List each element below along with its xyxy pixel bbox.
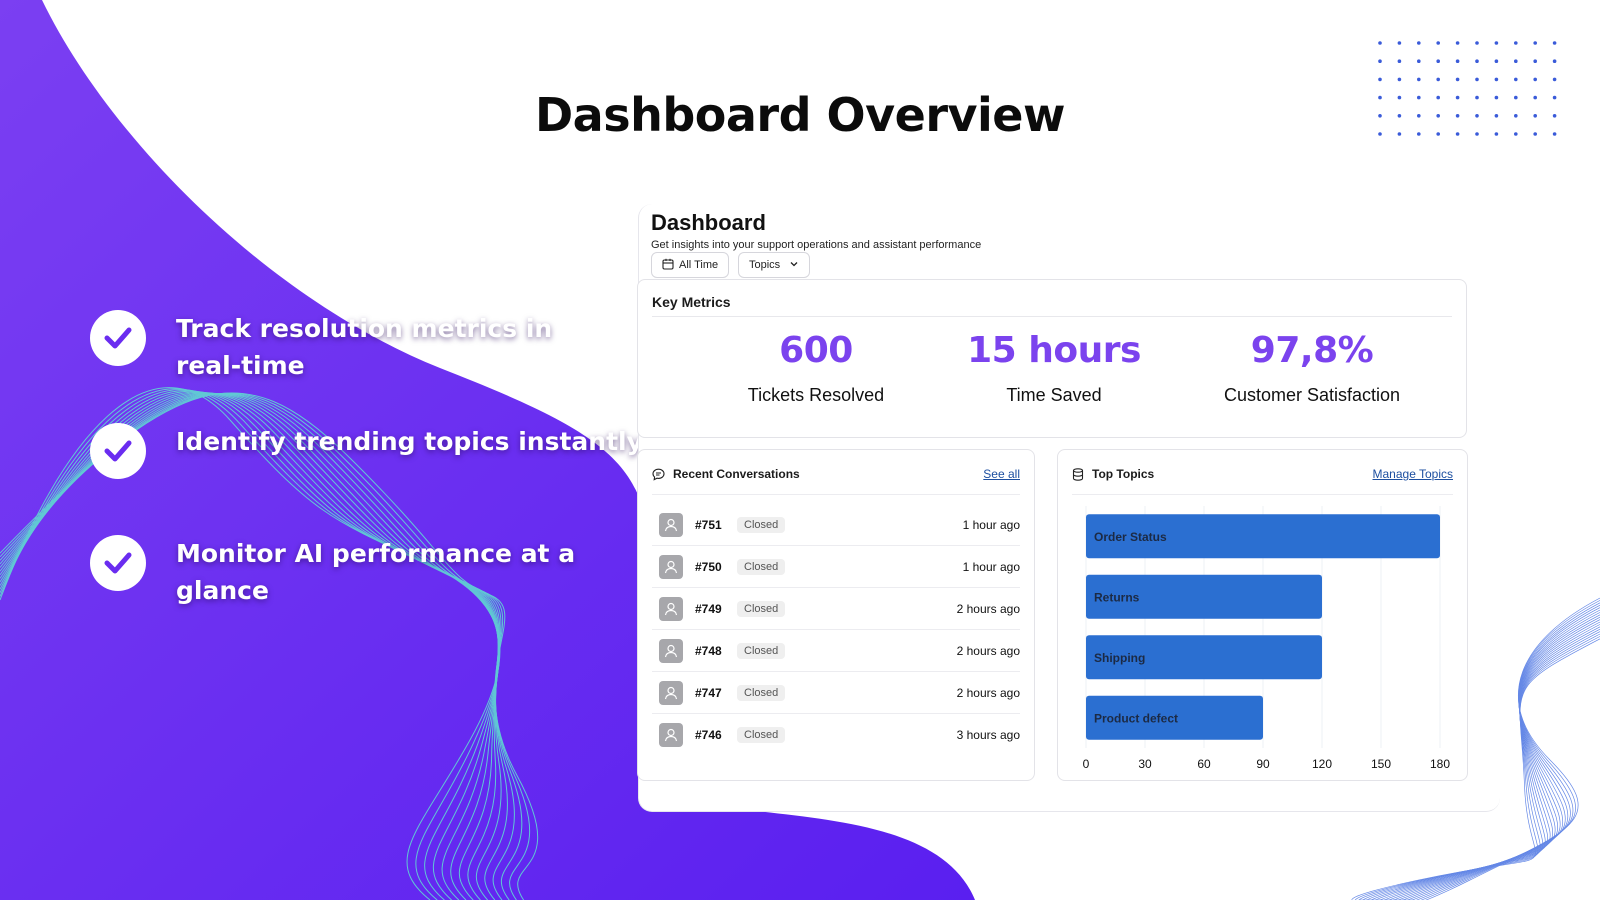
conversation-row[interactable]: #746 Closed 3 hours ago	[652, 714, 1020, 756]
dashboard-panel: Dashboard Get insights into your support…	[637, 204, 1500, 812]
conversation-time: 3 hours ago	[956, 728, 1020, 742]
metric-value: 97,8%	[1250, 330, 1374, 371]
status-badge: Closed	[737, 516, 786, 533]
recent-conversations-title: Recent Conversations	[673, 467, 800, 481]
bar-label: Product defect	[1094, 711, 1178, 725]
topics-filter-label: Topics	[749, 259, 781, 271]
conversation-time: 1 hour ago	[962, 559, 1020, 574]
topics-filter-dropdown[interactable]: Topics	[738, 252, 811, 278]
divider	[652, 494, 1020, 495]
top-topics-card: Top Topics Manage Topics 0 30 60 90 120 150 18…	[1057, 449, 1468, 781]
key-metrics-title: Key Metrics	[652, 294, 731, 310]
check-icon	[90, 535, 146, 591]
status-badge: Closed	[737, 642, 786, 659]
bar-label: Returns	[1094, 590, 1140, 604]
conversation-row[interactable]: #751 Closed 1 hour ago	[652, 504, 1020, 546]
x-tick-label: 180	[1430, 757, 1450, 771]
see-all-link[interactable]: See all	[983, 467, 1020, 481]
feature-text: Identify trending topics instantly	[176, 427, 643, 456]
top-topics-header: Top Topics Manage Topics	[1072, 466, 1453, 482]
user-avatar-icon	[659, 680, 683, 705]
bar[interactable]	[1086, 514, 1440, 559]
user-avatar-icon	[659, 554, 683, 579]
status-badge: Closed	[737, 727, 786, 743]
calendar-icon	[662, 258, 674, 273]
x-tick-label: 150	[1371, 757, 1391, 771]
metric-label: Time Saved	[1006, 385, 1102, 405]
status-badge: Closed	[737, 558, 786, 575]
bar[interactable]	[1086, 635, 1322, 680]
bar[interactable]	[1086, 695, 1263, 740]
metric-time-saved: 15 hours Time Saved	[924, 330, 1184, 406]
conversation-time: 1 hour ago	[962, 517, 1020, 532]
metric-tickets-resolved: 600 Tickets Resolved	[686, 330, 946, 406]
x-tick-label: 60	[1197, 757, 1211, 771]
conversation-id: #748	[695, 643, 722, 658]
conversation-time: 2 hours ago	[956, 601, 1020, 616]
time-filter-label: All Time	[679, 259, 719, 271]
metric-label: Tickets Resolved	[747, 385, 885, 405]
metric-value: 600	[779, 330, 853, 371]
x-tick-label: 30	[1138, 757, 1152, 771]
divider	[652, 316, 1452, 317]
status-badge: Closed	[737, 600, 786, 617]
x-tick-label: 120	[1312, 757, 1332, 771]
feature-item: Identify trending topics instantly	[90, 423, 643, 479]
key-metrics-card: Key Metrics 600 Tickets Resolved 15 hour…	[637, 279, 1467, 438]
metric-customer-satisfaction: 97,8% Customer Satisfaction	[1182, 330, 1442, 406]
user-avatar-icon	[659, 638, 683, 663]
conversation-id: #751	[695, 517, 722, 532]
feature-text: Monitor AI performance at a glance	[176, 539, 576, 605]
feature-item: Monitor AI performance at a glance	[90, 535, 576, 609]
bar-label: Shipping	[1094, 651, 1145, 665]
chat-icon	[652, 468, 665, 481]
recent-conversations-card: Recent Conversations See all #751 Closed…	[637, 449, 1035, 781]
metric-label: Customer Satisfaction	[1223, 385, 1401, 405]
feature-item: Track resolution metrics in real-time	[90, 310, 606, 384]
x-tick-label: 0	[1083, 757, 1090, 771]
chevron-down-icon	[789, 259, 799, 272]
manage-topics-link[interactable]: Manage Topics	[1372, 467, 1454, 481]
recent-conversations-header: Recent Conversations See all	[652, 466, 1020, 482]
time-filter-button[interactable]: All Time	[651, 252, 730, 278]
dashboard-title: Dashboard	[651, 210, 766, 235]
conversation-id: #747	[695, 685, 722, 700]
slide-title: Dashboard Overview	[535, 88, 1065, 142]
conversation-id: #750	[695, 559, 722, 574]
conversation-id: #749	[695, 601, 722, 616]
conversation-time: 2 hours ago	[956, 643, 1020, 658]
conversation-row[interactable]: #748 Closed 2 hours ago	[652, 630, 1020, 672]
top-topics-title: Top Topics	[1092, 467, 1155, 481]
conversation-time: 2 hours ago	[956, 685, 1020, 700]
bar-label: Order Status	[1094, 530, 1167, 544]
top-topics-chart: 0 30 60 90 120 150 180 Order Status Returns Shipp…	[1083, 506, 1450, 771]
status-badge: Closed	[737, 684, 786, 701]
check-icon	[90, 423, 146, 479]
bar[interactable]	[1086, 574, 1322, 619]
divider	[1072, 494, 1453, 495]
feature-text: Track resolution metrics in real-time	[176, 314, 553, 380]
conversation-id: #746	[695, 728, 722, 742]
user-avatar-icon	[659, 596, 683, 621]
conversation-row[interactable]: #750 Closed 1 hour ago	[652, 546, 1020, 588]
conversation-row[interactable]: #747 Closed 2 hours ago	[652, 672, 1020, 714]
x-tick-label: 90	[1256, 757, 1270, 771]
dashboard-subtitle: Get insights into your support operation…	[651, 239, 982, 251]
check-icon	[90, 310, 146, 366]
user-avatar-icon	[659, 512, 683, 537]
database-icon	[1072, 467, 1084, 481]
metric-value: 15 hours	[967, 330, 1141, 371]
user-avatar-icon	[659, 723, 683, 747]
conversation-row[interactable]: #749 Closed 2 hours ago	[652, 588, 1020, 630]
